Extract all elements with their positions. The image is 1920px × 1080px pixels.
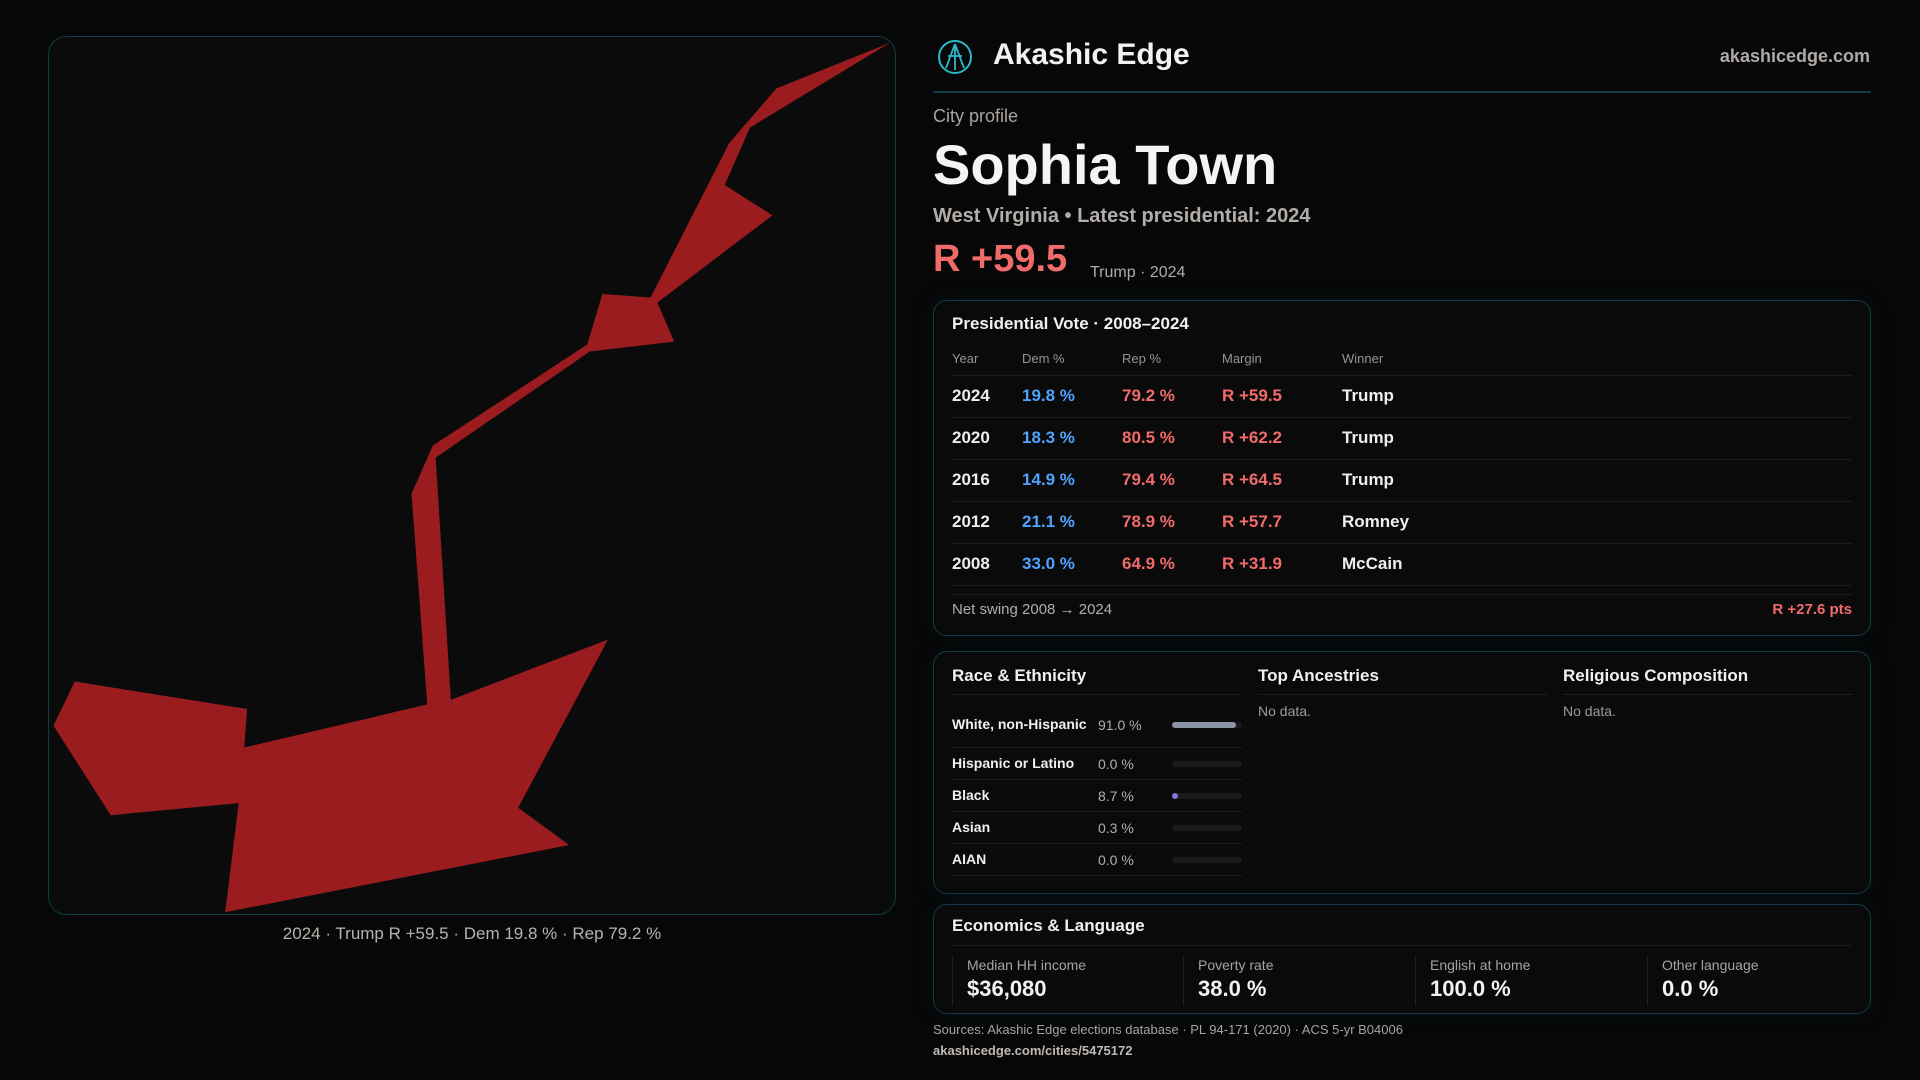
net-swing-label: Net swing 2008 → 2024 [952,601,1113,618]
latest-margin: R +59.5 [933,238,1068,280]
econ-stat: English at home 100.0 % [1415,957,1635,1005]
vote-year: 2012 [952,501,1022,544]
page-kicker: City profile [933,106,1019,126]
map-caption: 2024 · Trump R +59.5 · Dem 19.8 % · Rep … [282,924,662,943]
stat-value: 38.0 % [1198,976,1267,1001]
race-label: AIAN [952,851,987,868]
vote-row: 2024 19.8 % 79.2 % R +59.5 Trump [952,375,1852,418]
vote-margin: R +31.9 [1222,543,1342,586]
econ-stat: Other language 0.0 % [1647,957,1867,1005]
race-label: Hispanic or Latino [952,755,1075,772]
religion-empty: No data. [1563,703,1616,719]
race-pct: 0.0 % [1098,755,1134,772]
latest-margin-detail: Trump · 2024 [1090,264,1186,281]
race-bar-fill [1172,792,1178,799]
col-winner: Winner [1342,343,1852,376]
vote-rep-pct: 79.4 % [1122,459,1222,502]
race-row: Hispanic or Latino 0.0 % [952,748,1242,780]
col-margin: Margin [1222,343,1342,376]
vote-margin: R +64.5 [1222,459,1342,502]
race-row: AIAN 0.0 % [952,844,1242,876]
vote-winner: Trump [1342,417,1852,460]
col-dem: Dem % [1022,343,1122,376]
race-bar-fill [1172,721,1236,728]
race-title: Race & Ethnicity [952,666,1087,685]
vote-margin: R +59.5 [1222,375,1342,418]
vote-dem-pct: 19.8 % [1022,375,1122,418]
stat-label: Median HH income [967,957,1087,973]
vote-row: 2012 21.1 % 78.9 % R +57.7 Romney [952,501,1852,544]
race-bar [1172,856,1242,863]
race-row: Asian 0.3 % [952,812,1242,844]
vote-year: 2008 [952,543,1022,586]
vote-row: 2016 14.9 % 79.4 % R +64.5 Trump [952,459,1852,502]
ancestries-title: Top Ancestries [1258,666,1379,685]
race-bar [1172,824,1242,831]
vote-rep-pct: 79.2 % [1122,375,1222,418]
race-pct: 0.3 % [1098,819,1134,836]
vote-margin: R +57.7 [1222,501,1342,544]
race-bar [1172,792,1242,799]
vote-winner: Trump [1342,375,1852,418]
vote-winner: McCain [1342,543,1852,586]
vote-row: 2020 18.3 % 80.5 % R +62.2 Trump [952,417,1852,460]
sources-note: Sources: Akashic Edge elections database… [933,1022,1403,1037]
vote-dem-pct: 18.3 % [1022,417,1122,460]
race-label: Asian [952,819,991,836]
race-bar [1172,760,1242,767]
econ-stat: Poverty rate 38.0 % [1183,957,1403,1005]
race-label: Black [952,787,990,804]
card-title: Presidential Vote · 2008–2024 [952,314,1189,333]
vote-year: 2024 [952,375,1022,418]
city-boundary-map [53,42,891,913]
page-url[interactable]: akashicedge.com/cities/5475172 [933,1043,1133,1058]
akashic-logo-icon [938,40,972,74]
stat-label: Poverty rate [1198,957,1274,973]
stat-label: Other language [1662,957,1759,973]
vote-rep-pct: 80.5 % [1122,417,1222,460]
vote-row: 2008 33.0 % 64.9 % R +31.9 McCain [952,543,1852,586]
vote-rep-pct: 64.9 % [1122,543,1222,586]
vote-winner: Trump [1342,459,1852,502]
race-pct: 8.7 % [1098,787,1134,804]
ancestries-empty: No data. [1258,703,1311,719]
demographics-card: Race & Ethnicity White, non-Hispanic 91.… [933,651,1871,894]
city-boundary-shape[interactable] [53,42,891,913]
col-year: Year [952,343,1022,376]
vote-dem-pct: 33.0 % [1022,543,1122,586]
econ-stat: Median HH income $36,080 [952,957,1172,1005]
race-label: White, non-Hispanic [952,716,1087,733]
col-rep: Rep % [1122,343,1222,376]
vote-winner: Romney [1342,501,1852,544]
vote-rep-pct: 78.9 % [1122,501,1222,544]
vote-margin: R +62.2 [1222,417,1342,460]
econ-title: Economics & Language [952,916,1145,935]
race-row: White, non-Hispanic 91.0 % [952,702,1242,748]
presidential-vote-card: Presidential Vote · 2008–2024 Year Dem %… [933,300,1871,636]
religion-title: Religious Composition [1563,666,1749,685]
vote-year: 2020 [952,417,1022,460]
vote-dem-pct: 14.9 % [1022,459,1122,502]
race-row: Black 8.7 % [952,780,1242,812]
page-subtitle: West Virginia • Latest presidential: 202… [933,205,1311,227]
stat-value: 100.0 % [1430,976,1511,1001]
race-pct: 91.0 % [1098,716,1142,733]
race-bar [1172,721,1242,728]
header-divider [933,91,1871,93]
vote-year: 2016 [952,459,1022,502]
net-swing: Net swing 2008 → 2024 R +27.6 pts [952,594,1852,618]
race-pct: 0.0 % [1098,851,1134,868]
vote-table: Year Dem % Rep % Margin Winner 2024 19.8 … [952,343,1852,586]
stat-label: English at home [1430,957,1531,973]
economics-card: Economics & Language Median HH income $36… [933,904,1871,1014]
stat-value: $36,080 [967,976,1047,1001]
site-link[interactable]: akashicedge.com [1719,46,1870,66]
brand-name: Akashic Edge [993,38,1190,71]
net-swing-value: R +27.6 pts [1772,601,1852,618]
stat-value: 0.0 % [1662,976,1719,1001]
page-title: Sophia Town [933,133,1278,196]
vote-dem-pct: 21.1 % [1022,501,1122,544]
